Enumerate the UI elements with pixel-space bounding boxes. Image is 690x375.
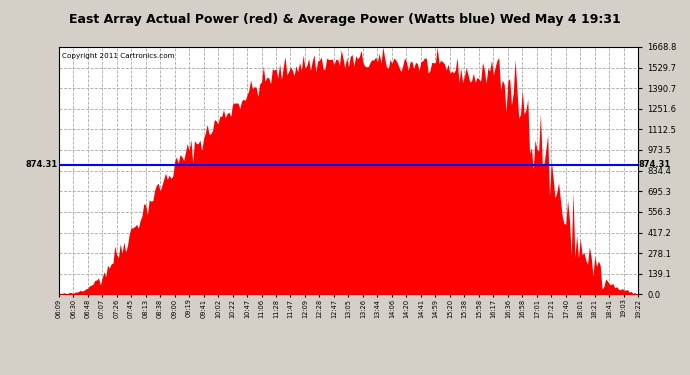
- Text: 874.31: 874.31: [26, 160, 58, 169]
- Text: East Array Actual Power (red) & Average Power (Watts blue) Wed May 4 19:31: East Array Actual Power (red) & Average …: [69, 13, 621, 26]
- Text: Copyright 2011 Cartronics.com: Copyright 2011 Cartronics.com: [61, 53, 174, 59]
- Text: 874.31: 874.31: [639, 160, 671, 169]
